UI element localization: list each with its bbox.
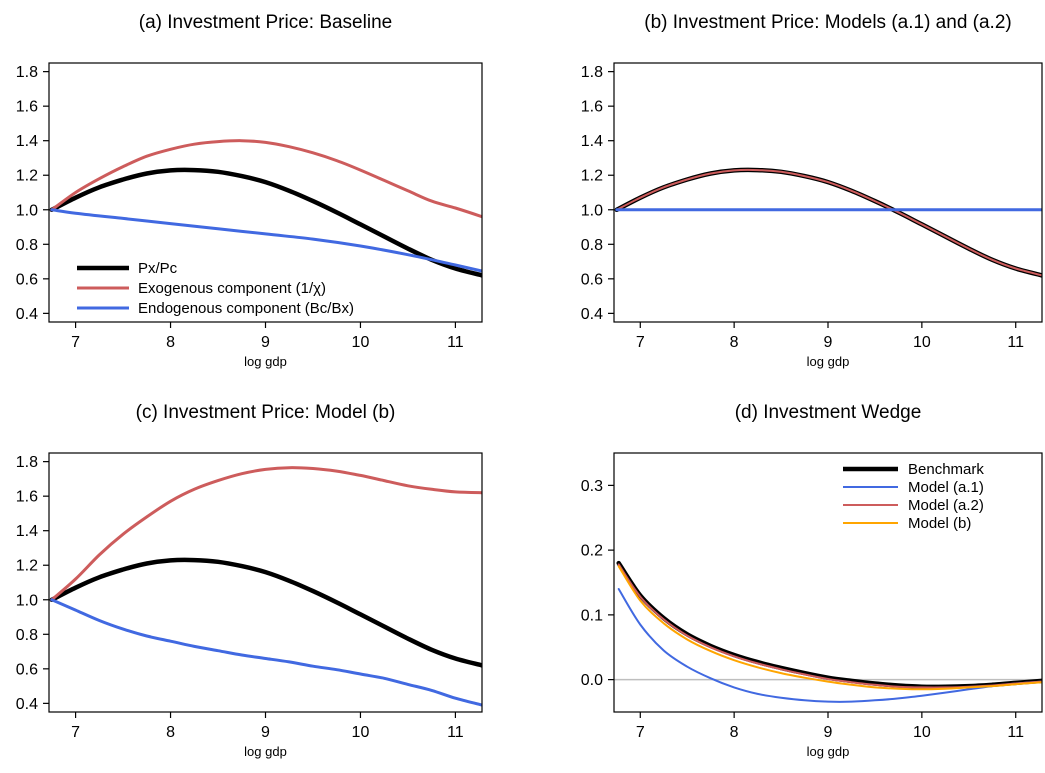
- y-tick-label: 1.4: [16, 133, 38, 150]
- x-tick-label: 10: [913, 724, 931, 741]
- x-tick-label: 8: [166, 724, 175, 741]
- y-tick-label: 1.8: [581, 64, 603, 81]
- x-tick-label: 10: [352, 334, 370, 351]
- y-tick-label: 1.6: [16, 489, 38, 506]
- legend-label: Exogenous component (1/χ): [138, 280, 326, 297]
- y-tick-label: 0.8: [16, 237, 38, 254]
- y-tick-label: 0.2: [581, 543, 603, 560]
- panel-title: (b) Investment Price: Models (a.1) and (…: [644, 12, 1011, 33]
- y-tick-label: 0.6: [16, 271, 38, 288]
- x-tick-label: 9: [824, 334, 833, 351]
- legend-label: Model (a.2): [908, 497, 984, 514]
- y-tick-label: 1.2: [16, 168, 38, 185]
- x-axis-label: log gdp: [244, 354, 287, 369]
- x-tick-label: 9: [261, 334, 270, 351]
- x-tick-label: 7: [636, 334, 645, 351]
- panel-title: (d) Investment Wedge: [735, 402, 922, 423]
- y-tick-label: 1.4: [16, 523, 38, 540]
- plot-frame: [613, 62, 1043, 323]
- x-tick-label: 11: [447, 334, 464, 351]
- y-tick-label: 1.6: [16, 99, 38, 116]
- y-tick-label: 0.4: [16, 306, 38, 323]
- series-line-0: [616, 560, 1042, 690]
- y-tick-label: 0.8: [16, 627, 38, 644]
- panel-1: (b) Investment Price: Models (a.1) and (…: [581, 12, 1043, 369]
- x-tick-label: 8: [166, 334, 175, 351]
- series-line-1: [50, 466, 482, 602]
- panel-0: (a) Investment Price: Baseline 7 8 9 10 11 0.4…: [16, 12, 483, 369]
- panel-2: (c) Investment Price: Model (b) 7 8 9 10 11 0.…: [16, 402, 483, 759]
- legend-label: Benchmark: [908, 461, 984, 478]
- y-tick-label: 1.0: [16, 592, 38, 609]
- y-tick-label: 0.4: [16, 696, 38, 713]
- legend-label: Px/Pc: [138, 260, 178, 277]
- y-tick-label: 1.0: [16, 202, 38, 219]
- y-tick-label: 1.6: [581, 99, 603, 116]
- series-line-0: [49, 557, 482, 668]
- x-tick-label: 11: [447, 724, 464, 741]
- x-tick-label: 9: [824, 724, 833, 741]
- x-tick-label: 10: [913, 334, 931, 351]
- x-axis-label: log gdp: [807, 744, 850, 759]
- series-line-2: [50, 598, 482, 707]
- x-tick-label: 7: [636, 724, 645, 741]
- y-tick-label: 1.2: [581, 168, 603, 185]
- legend-label: Endogenous component (Bc/Bx): [138, 300, 354, 317]
- x-tick-label: 11: [1007, 724, 1024, 741]
- series-line-0: [49, 167, 482, 278]
- y-tick-label: 0.6: [581, 271, 603, 288]
- panel-title: (a) Investment Price: Baseline: [139, 12, 392, 33]
- panel-3: (d) Investment Wedge 7 8 9 10 11 0.0 0.1 0.2 0.3 l…: [581, 402, 1043, 759]
- y-tick-label: 0.4: [581, 306, 603, 323]
- x-tick-label: 8: [730, 724, 739, 741]
- plot-frame: [48, 452, 483, 713]
- y-tick-label: 0.1: [581, 607, 603, 624]
- x-axis-label: log gdp: [807, 354, 850, 369]
- y-tick-label: 1.0: [581, 202, 603, 219]
- series-line-2: [617, 563, 1042, 689]
- y-tick-label: 0.6: [16, 661, 38, 678]
- series-line-0: [614, 167, 1042, 278]
- x-axis-label: log gdp: [244, 744, 287, 759]
- y-tick-label: 1.8: [16, 454, 38, 471]
- x-tick-label: 9: [261, 724, 270, 741]
- y-tick-label: 0.0: [581, 672, 603, 689]
- x-tick-label: 8: [730, 334, 739, 351]
- y-tick-label: 0.3: [581, 478, 603, 495]
- legend: Px/Pc Exogenous component (1/χ) Endogenous…: [77, 260, 354, 317]
- series-line-1: [617, 588, 1042, 703]
- series-line-1: [615, 168, 1042, 277]
- series-line-3: [617, 565, 1042, 691]
- y-tick-label: 1.4: [581, 133, 603, 150]
- y-tick-label: 0.8: [581, 237, 603, 254]
- x-tick-label: 7: [71, 334, 80, 351]
- legend-label: Model (b): [908, 515, 971, 532]
- legend-label: Model (a.1): [908, 479, 984, 496]
- panel-title: (c) Investment Price: Model (b): [136, 402, 396, 423]
- y-tick-label: 1.8: [16, 64, 38, 81]
- x-tick-label: 7: [71, 724, 80, 741]
- series-line-2: [50, 208, 482, 273]
- y-tick-label: 1.2: [16, 558, 38, 575]
- x-tick-label: 11: [1007, 334, 1024, 351]
- series-line-1: [50, 139, 482, 219]
- x-tick-label: 10: [352, 724, 370, 741]
